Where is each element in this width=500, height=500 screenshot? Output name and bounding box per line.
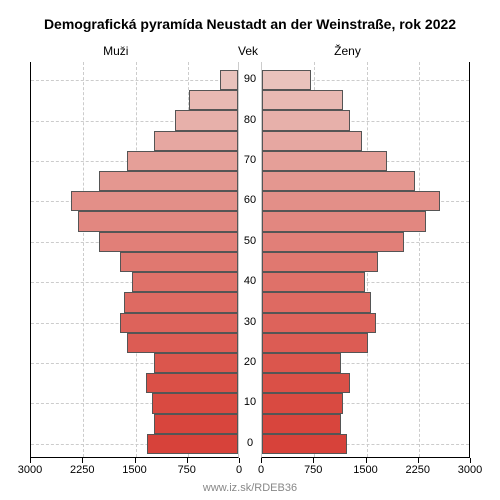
x-tick-label: 1500 [346,464,386,476]
header-label-male: Muži [103,44,128,58]
x-tick-label: 2250 [62,464,102,476]
bar-female [262,151,387,171]
bar-male [146,373,238,393]
bar-male [154,414,238,434]
bar-female [262,393,343,413]
x-tick-label: 0 [241,464,281,476]
bar-male [78,211,238,231]
bar-male [154,353,238,373]
y-tick-label: 20 [235,356,265,368]
bar-female [262,110,350,130]
plot-area: 0 10 20 30 40 50 60 70 80 90 [30,62,470,458]
y-tick-label: 70 [235,154,265,166]
bar-female [262,191,440,211]
attribution-text: www.iz.sk/RDEB36 [0,482,500,494]
bar-female [262,272,365,292]
bar-female [262,131,362,151]
chart-container: Demografická pyramída Neustadt an der We… [0,0,500,500]
bar-male [99,232,238,252]
bar-female [262,434,347,454]
bar-male [132,272,238,292]
bar-female [262,171,415,191]
y-tick-label: 0 [235,437,265,449]
bar-male [152,393,238,413]
bar-male [127,333,238,353]
y-tick-label: 80 [235,114,265,126]
x-tick-label: 1500 [115,464,155,476]
header-label-age: Vek [238,44,258,58]
y-tick-label: 90 [235,73,265,85]
bar-female [262,333,368,353]
bar-male [124,292,238,312]
y-tick-label: 30 [235,316,265,328]
bar-male [147,434,238,454]
bar-female [262,373,350,393]
bar-female [262,232,404,252]
x-tick-label: 2250 [398,464,438,476]
y-tick-label: 40 [235,275,265,287]
bar-female [262,252,378,272]
panel-female [261,62,470,458]
bar-female [262,292,371,312]
chart-header-labels: Muži Vek Ženy [0,44,500,64]
panel-male [30,62,239,458]
bar-male [99,171,238,191]
y-tick-label: 60 [235,194,265,206]
bar-male [127,151,238,171]
y-tick-label: 10 [235,396,265,408]
bar-male [175,110,238,130]
bar-male [71,191,238,211]
bar-male [120,252,238,272]
x-tick-label: 3000 [10,464,50,476]
bar-male [189,90,238,110]
x-tick-label: 750 [167,464,207,476]
bar-female [262,70,311,90]
bar-female [262,414,341,434]
bar-male [120,313,238,333]
x-tick-label: 750 [293,464,333,476]
bar-female [262,211,426,231]
bar-male [154,131,238,151]
header-label-female: Ženy [334,44,361,58]
y-tick-label: 50 [235,235,265,247]
bar-female [262,90,343,110]
chart-title: Demografická pyramída Neustadt an der We… [0,16,500,32]
x-tick-label: 3000 [450,464,490,476]
bar-female [262,353,341,373]
bar-female [262,313,376,333]
